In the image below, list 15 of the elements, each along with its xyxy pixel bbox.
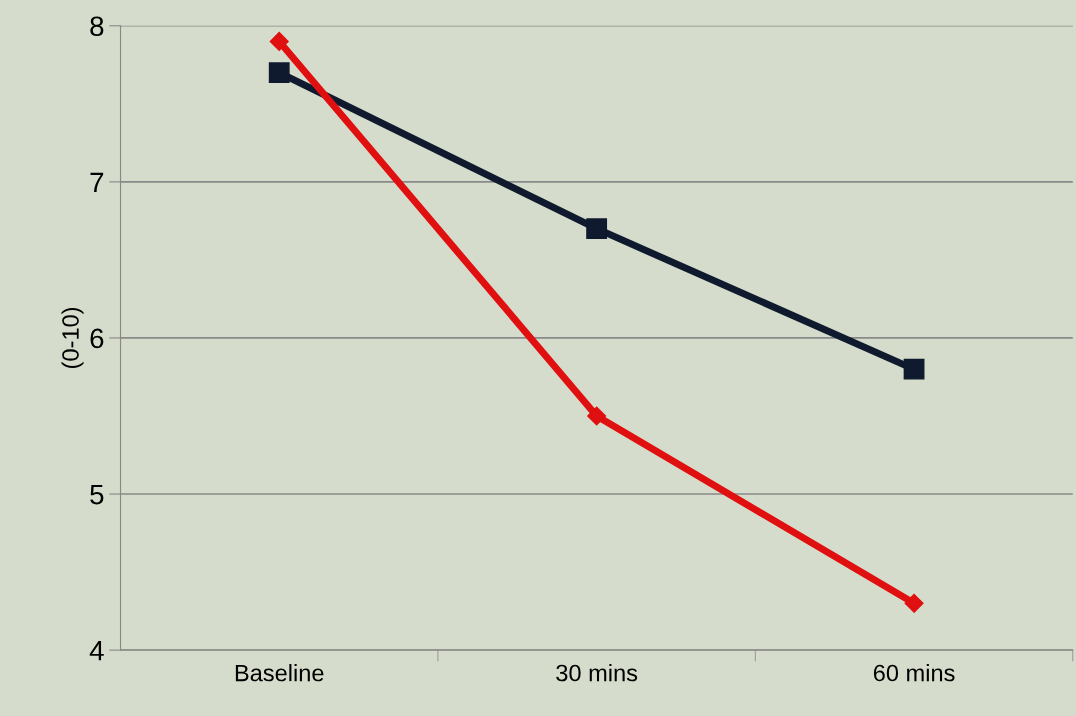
point	[903, 358, 925, 380]
x-tick-label: 60 mins	[873, 664, 955, 682]
y-tick-label: 7	[90, 172, 104, 192]
point	[904, 593, 924, 613]
x-tick-label: Baseline	[235, 664, 324, 682]
point	[268, 62, 290, 84]
y-tick-label: 8	[90, 16, 104, 37]
y-tick-label: 6	[90, 328, 104, 349]
y-axis-title: (0-10)	[61, 307, 84, 368]
point	[587, 406, 607, 426]
x-tick-label: 30 mins	[556, 664, 638, 682]
y-tick-label: 4	[89, 641, 104, 661]
y-tick-label: 5	[90, 484, 104, 505]
point	[586, 218, 608, 240]
point	[269, 31, 289, 51]
